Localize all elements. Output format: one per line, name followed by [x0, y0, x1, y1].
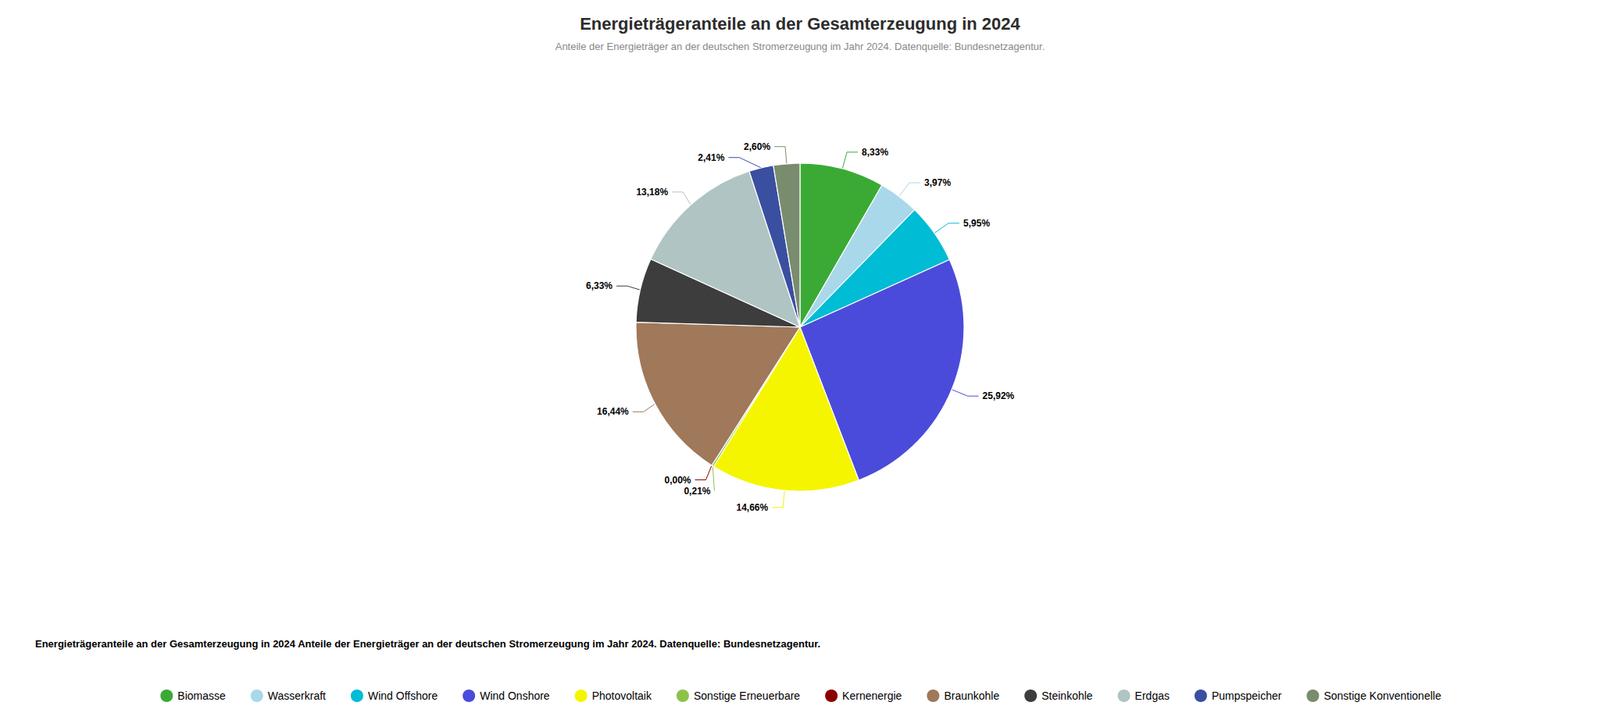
svg-text:6,33%: 6,33%: [585, 280, 613, 292]
svg-text:25,92%: 25,92%: [982, 390, 1015, 402]
svg-text:2,60%: 2,60%: [743, 141, 771, 153]
svg-text:Energieträgeranteile an der Ge: Energieträgeranteile an der Gesamterzeug…: [579, 14, 1021, 34]
svg-text:Anteile der Energieträger an d: Anteile der Energieträger an der deutsch…: [555, 40, 1046, 53]
svg-text:Sonstige Konventionelle: Sonstige Konventionelle: [1323, 689, 1441, 703]
svg-text:Erdgas: Erdgas: [1135, 689, 1170, 703]
svg-text:Pumpspeicher: Pumpspeicher: [1211, 689, 1283, 703]
svg-text:Steinkohle: Steinkohle: [1041, 689, 1093, 703]
svg-text:13,18%: 13,18%: [635, 186, 668, 198]
svg-text:Biomasse: Biomasse: [177, 689, 226, 703]
svg-text:Kernenergie: Kernenergie: [842, 689, 902, 703]
svg-text:Wind Offshore: Wind Offshore: [367, 689, 438, 703]
svg-text:0,21%: 0,21%: [683, 485, 711, 497]
svg-text:Wasserkraft: Wasserkraft: [267, 689, 326, 703]
svg-text:2,41%: 2,41%: [697, 152, 725, 164]
svg-text:Sonstige Erneuerbare: Sonstige Erneuerbare: [693, 689, 800, 703]
svg-text:Energieträgeranteile an der Ge: Energieträgeranteile an der Gesamterzeug…: [35, 638, 821, 650]
svg-text:Photovoltaik: Photovoltaik: [592, 689, 653, 703]
svg-text:16,44%: 16,44%: [596, 406, 629, 418]
svg-text:3,97%: 3,97%: [924, 177, 951, 189]
svg-text:5,95%: 5,95%: [963, 217, 990, 229]
svg-text:0,00%: 0,00%: [664, 475, 691, 486]
svg-text:Braunkohle: Braunkohle: [943, 689, 1000, 703]
svg-text:Wind Onshore: Wind Onshore: [479, 689, 550, 703]
svg-text:14,66%: 14,66%: [735, 502, 768, 514]
svg-text:8,33%: 8,33%: [861, 146, 889, 158]
